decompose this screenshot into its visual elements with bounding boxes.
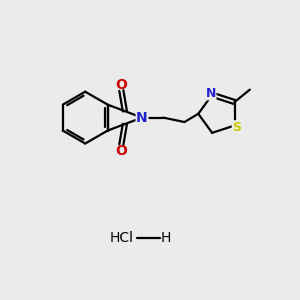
- Text: H: H: [161, 231, 171, 245]
- Text: N: N: [206, 87, 216, 100]
- Text: HCl: HCl: [110, 231, 134, 245]
- Text: O: O: [115, 144, 127, 158]
- Text: O: O: [115, 78, 127, 92]
- Text: S: S: [232, 121, 242, 134]
- Text: N: N: [136, 111, 148, 124]
